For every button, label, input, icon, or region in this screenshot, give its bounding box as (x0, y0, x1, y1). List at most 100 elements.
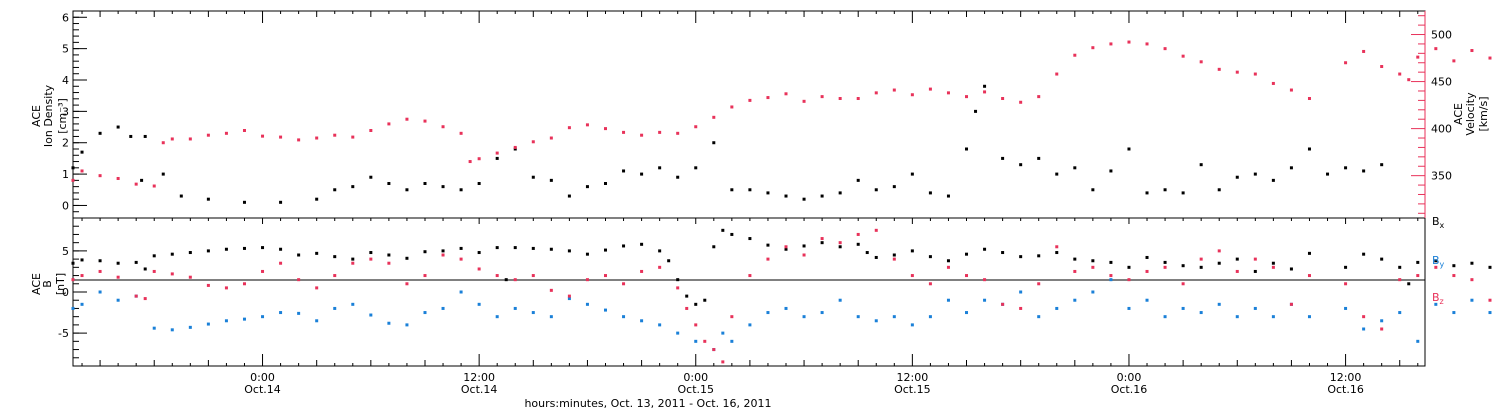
velocity-point (333, 133, 337, 137)
bz-point (1488, 298, 1492, 302)
date-tick-label: Oct.14 (244, 383, 281, 396)
bz-point (910, 274, 914, 278)
velocity-point (513, 145, 517, 149)
ion-density-point (1326, 172, 1330, 176)
bz-point (874, 228, 878, 232)
bz-point (1001, 302, 1005, 306)
velocity-point (1407, 78, 1411, 82)
by-point (874, 319, 878, 323)
velocity-point (188, 137, 192, 141)
by-point (71, 306, 75, 310)
ion-density-point (1235, 175, 1239, 179)
ion-density-point (1271, 178, 1275, 182)
by-point (1398, 311, 1402, 315)
ion-density-point (242, 200, 246, 204)
velocity-title-unit: [km/s] (1477, 96, 1490, 131)
velocity-point (1452, 59, 1456, 63)
bz-point (1380, 327, 1384, 331)
bx-point (315, 251, 319, 255)
by-point (1253, 306, 1257, 310)
b-tick-label: -5 (58, 327, 69, 340)
bz-point (531, 274, 535, 278)
bx-point (928, 255, 932, 259)
ion-density-axis-title: ACE Ion Density [cm⁻³] (30, 84, 69, 147)
bz-point (1470, 278, 1474, 282)
ion-density-point (1145, 191, 1149, 195)
by-point (820, 311, 824, 315)
by-point (1271, 315, 1275, 319)
ion-density-point (1109, 169, 1113, 173)
velocity-point (279, 135, 283, 139)
ion-density-point (748, 188, 752, 192)
density-tick-label: 5 (62, 43, 69, 56)
ion-density-point (1289, 166, 1293, 170)
by-point (242, 317, 246, 321)
ion-density-point (1344, 166, 1348, 170)
bx-point (1253, 269, 1257, 273)
bz-point (892, 257, 896, 261)
bz-point (856, 232, 860, 236)
top-panel-frame (72, 10, 1426, 219)
ion-density-point (1037, 156, 1041, 160)
bx-point (1163, 260, 1167, 264)
density-tick-label: 2 (62, 137, 69, 150)
by-point (116, 298, 120, 302)
date-tick-label: Oct.14 (461, 383, 498, 396)
velocity-point (585, 123, 589, 127)
bz-point (351, 261, 355, 265)
velocity-point (946, 91, 950, 95)
bz-point (1055, 245, 1059, 249)
bz-point (802, 253, 806, 257)
bz-point (1217, 249, 1221, 253)
ion-density-point (351, 185, 355, 189)
ion-density-point (1380, 163, 1384, 167)
by-point (549, 315, 553, 319)
velocity-point (1109, 42, 1113, 46)
axis-ticks: 0123456350400450500-5050:00Oct.1412:00Oc… (58, 11, 1452, 396)
by-point (1416, 339, 1420, 343)
b-title-unit: [nT] (54, 273, 67, 295)
by-point (1217, 302, 1221, 306)
b-tick-label: 0 (62, 286, 69, 299)
bx-point (965, 252, 969, 256)
bz-point (297, 278, 301, 282)
bz-point (712, 348, 716, 352)
time-tick-label: 12:00 (1330, 371, 1362, 384)
bz-point (838, 241, 842, 245)
by-point (910, 323, 914, 327)
bz-point (603, 274, 607, 278)
velocity-point (910, 93, 914, 97)
bz-point (143, 297, 147, 301)
bx-point (369, 251, 373, 255)
bz-point (333, 274, 337, 278)
bx-point (1001, 251, 1005, 255)
x-axis-title: hours:minutes, Oct. 13, 2011 - Oct. 16, … (524, 397, 771, 410)
by-point (766, 311, 770, 315)
bx-point (495, 246, 499, 250)
velocity-point (784, 92, 788, 96)
bz-point (134, 294, 138, 298)
velocity-point (928, 87, 932, 91)
by-point (152, 326, 156, 330)
velocity-point (1091, 46, 1095, 50)
bz-point (658, 265, 662, 269)
ion-density-point (802, 197, 806, 201)
ion-density-point (1199, 163, 1203, 167)
bz-point (441, 253, 445, 257)
ion-density-title-line2: Ion Density (42, 84, 55, 147)
ion-density-point (1055, 172, 1059, 176)
by-point (1181, 306, 1185, 310)
bx-point (549, 247, 553, 251)
b-title-line2: B (41, 280, 54, 288)
velocity-point (1037, 95, 1041, 99)
by-point (1037, 315, 1041, 319)
ion-density-point (1019, 163, 1023, 167)
velocity-point (856, 97, 860, 101)
bx-point (1055, 251, 1059, 255)
bx-point (477, 251, 481, 255)
bx-point (504, 278, 508, 282)
bx-point (1271, 261, 1275, 265)
bx-point (946, 259, 950, 263)
bx-point (784, 247, 788, 251)
time-tick-label: 0:00 (1117, 371, 1142, 384)
